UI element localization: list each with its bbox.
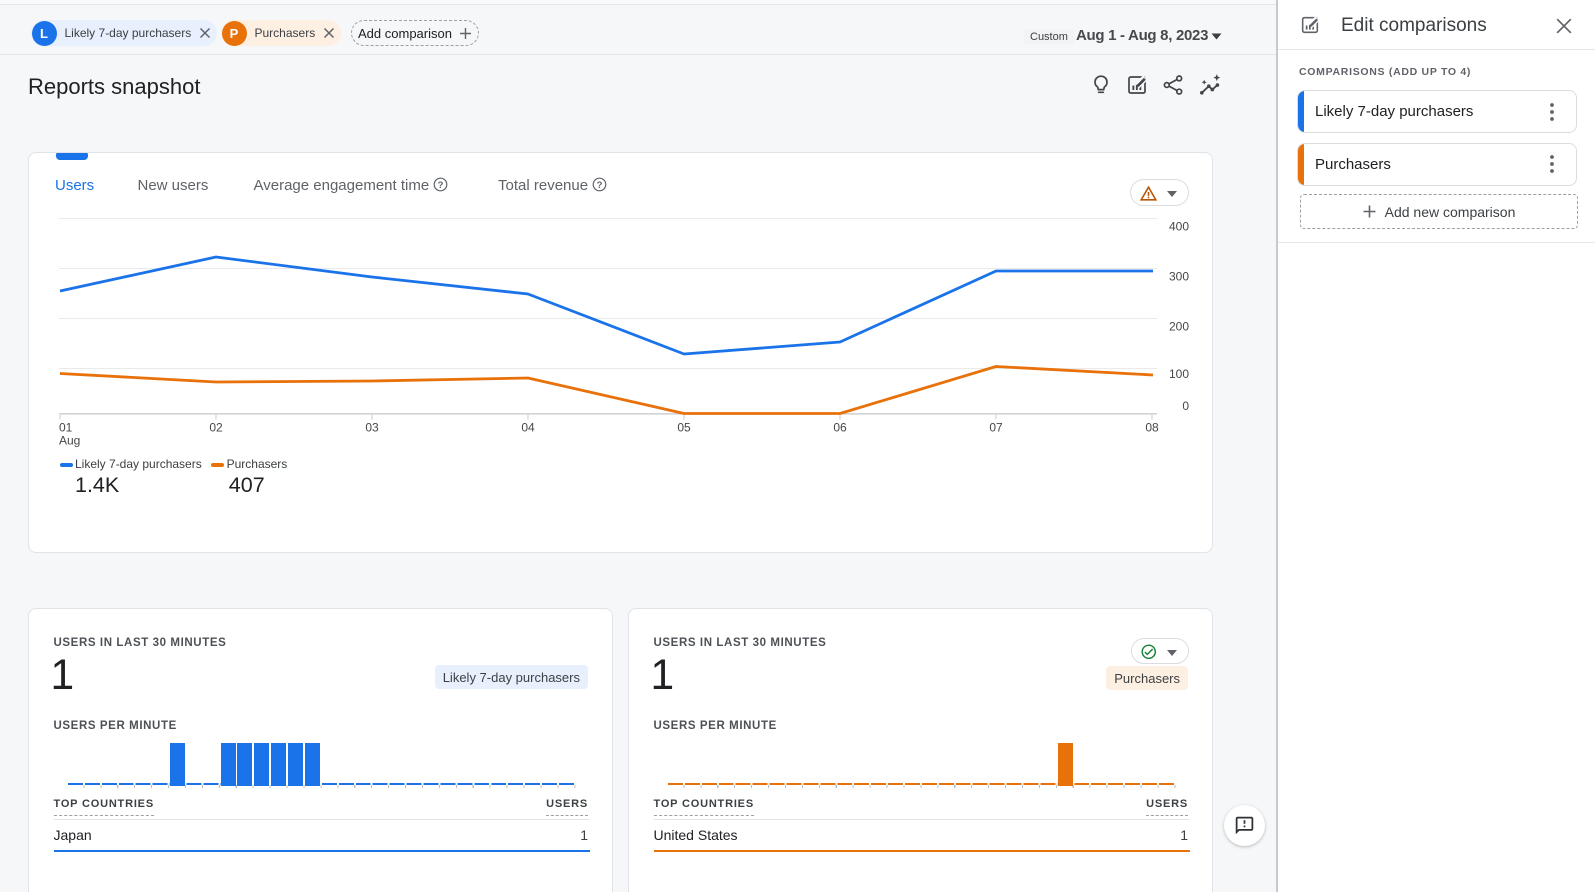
svg-text:06: 06 (833, 421, 847, 435)
svg-text:100: 100 (1169, 367, 1189, 381)
svg-text:01: 01 (59, 421, 73, 435)
svg-text:?: ? (596, 180, 602, 191)
svg-text:08: 08 (1145, 421, 1159, 435)
svg-text:Aug: Aug (59, 434, 80, 448)
svg-text:03: 03 (365, 421, 379, 435)
svg-text:400: 400 (1169, 220, 1189, 234)
svg-text:0: 0 (1182, 399, 1189, 413)
svg-text:?: ? (438, 180, 444, 191)
svg-text:200: 200 (1169, 320, 1189, 334)
svg-text:02: 02 (209, 421, 223, 435)
svg-text:05: 05 (677, 421, 691, 435)
svg-text:04: 04 (521, 421, 535, 435)
svg-text:07: 07 (989, 421, 1003, 435)
svg-text:300: 300 (1169, 270, 1189, 284)
